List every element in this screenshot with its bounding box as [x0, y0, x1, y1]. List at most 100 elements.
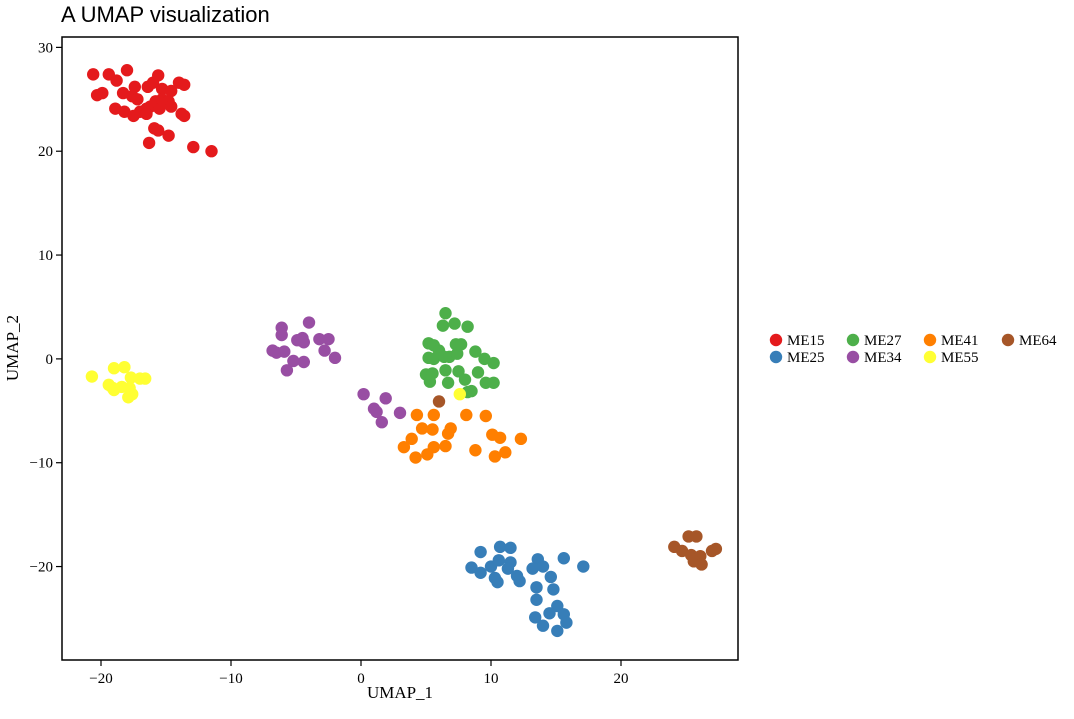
y-axis-label: UMAP_2 [3, 315, 22, 381]
data-point [379, 392, 392, 405]
data-point [469, 444, 482, 457]
data-point [453, 387, 466, 401]
data-point [493, 431, 507, 444]
data-point [493, 540, 507, 554]
series-me34 [266, 316, 407, 429]
data-point [441, 376, 455, 389]
x-axis-ticks: −20 −10 0 10 20 [89, 660, 629, 687]
data-point [544, 570, 557, 584]
data-point [709, 542, 723, 556]
data-point [461, 320, 474, 333]
legend-label: ME41 [941, 333, 979, 349]
data-point [469, 345, 482, 358]
data-point [162, 129, 175, 142]
legend-key-me64 [1001, 333, 1015, 347]
data-point [547, 583, 560, 596]
data-point [205, 145, 218, 158]
x-tick-label: −20 [89, 671, 112, 687]
data-point [140, 107, 153, 121]
data-point [90, 88, 104, 102]
series-me55 [85, 360, 466, 404]
series-me64 [432, 395, 723, 571]
data-point [474, 566, 487, 579]
y-tick-label: 20 [38, 144, 53, 160]
x-tick-label: −10 [219, 671, 242, 687]
data-point [690, 530, 703, 543]
data-point [152, 69, 165, 82]
y-tick-label: −10 [30, 456, 53, 472]
series-me27 [419, 306, 500, 399]
data-point [560, 616, 573, 629]
series-me25 [465, 540, 590, 638]
data-point [122, 391, 135, 404]
data-point [318, 344, 331, 357]
data-point [543, 607, 556, 620]
data-point [178, 78, 191, 91]
data-point [278, 345, 291, 358]
data-point [421, 448, 434, 461]
y-tick-label: 0 [46, 352, 54, 368]
data-point [487, 376, 500, 389]
data-point [471, 366, 485, 379]
data-point [297, 336, 310, 349]
data-point [426, 423, 439, 436]
data-point [128, 80, 141, 94]
y-axis-ticks: 30 20 10 0 −10 −20 [30, 40, 62, 576]
data-point [124, 371, 138, 384]
y-tick-label: 30 [38, 40, 53, 56]
data-point [514, 432, 528, 446]
data-point [375, 416, 388, 429]
data-point [487, 356, 500, 370]
data-point [87, 68, 100, 81]
data-point [120, 64, 134, 77]
data-point [302, 316, 316, 329]
data-point [501, 562, 515, 575]
data-point [393, 406, 407, 420]
data-point [152, 124, 165, 137]
data-point [499, 446, 512, 459]
data-point [397, 440, 411, 454]
data-point [557, 552, 570, 565]
data-point [427, 352, 440, 366]
legend-label: ME15 [787, 333, 825, 349]
data-point [529, 611, 542, 624]
data-point [275, 328, 288, 342]
data-point [436, 319, 450, 332]
series-me15 [87, 64, 218, 158]
data-point [410, 408, 424, 422]
data-point [551, 599, 564, 613]
data-point [85, 370, 99, 383]
data-point [513, 574, 526, 588]
legend-label: ME55 [941, 350, 979, 366]
legend-label: ME27 [864, 333, 902, 349]
scatter-points [85, 64, 723, 638]
data-point [695, 558, 708, 571]
data-point [432, 395, 446, 408]
data-point [536, 560, 550, 573]
data-point [107, 383, 121, 397]
data-point [492, 554, 505, 567]
data-point [110, 74, 123, 87]
legend-key-me34 [846, 350, 860, 364]
data-point [441, 427, 455, 440]
data-point [479, 409, 492, 423]
data-point [451, 347, 464, 360]
data-point [165, 84, 178, 98]
legend-label: ME64 [1019, 333, 1057, 349]
data-point [439, 439, 452, 453]
legend-label: ME25 [787, 350, 825, 366]
data-point [427, 408, 440, 422]
data-point [530, 593, 543, 606]
data-point [536, 619, 550, 632]
data-point [357, 387, 370, 401]
data-point [452, 365, 465, 378]
legend-key-me55 [923, 350, 937, 364]
y-tick-label: −20 [30, 560, 53, 576]
plot-panel [61, 36, 739, 661]
series-me41 [397, 408, 528, 464]
data-point [491, 575, 504, 589]
data-point [526, 562, 539, 575]
data-point [454, 338, 468, 351]
data-point [448, 317, 461, 330]
